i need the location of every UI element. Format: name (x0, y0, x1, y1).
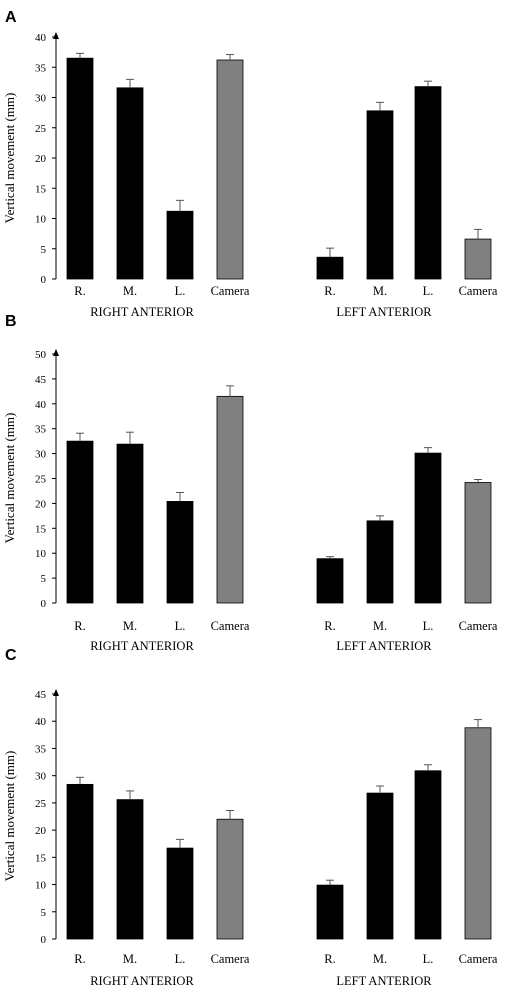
y-tick-label: 25 (35, 798, 47, 810)
electrode-bar (414, 770, 442, 940)
category-label: Camera (211, 619, 250, 633)
y-tick-label: 10 (35, 548, 47, 560)
camera-bar (464, 727, 492, 940)
y-tick-label: 20 (35, 498, 47, 510)
electrode-bar (414, 86, 442, 280)
category-label: M. (373, 952, 387, 966)
group-label: RIGHT ANTERIOR (90, 974, 194, 988)
y-tick-label: 10 (35, 880, 47, 892)
y-tick-label: 25 (35, 474, 47, 486)
y-tick-label: 30 (35, 93, 47, 105)
y-tick-label: 5 (41, 573, 47, 585)
camera-bar (216, 818, 244, 940)
category-label: Camera (211, 284, 250, 298)
electrode-bar (366, 110, 394, 280)
y-tick-label: 50 (35, 349, 47, 361)
category-label: L. (175, 284, 186, 298)
y-tick-label: 25 (35, 123, 47, 135)
category-label: R. (74, 619, 85, 633)
category-label: M. (123, 619, 137, 633)
y-tick-label: 0 (41, 598, 47, 610)
group-label: RIGHT ANTERIOR (90, 639, 194, 653)
y-axis-arrow (53, 349, 59, 356)
y-tick-label: 5 (41, 244, 47, 256)
electrode-bar (66, 440, 94, 604)
category-label: R. (324, 284, 335, 298)
electrode-bar (366, 520, 394, 604)
y-tick-label: 15 (35, 183, 47, 195)
y-tick-label: 5 (41, 907, 47, 919)
category-label: R. (74, 952, 85, 966)
camera-bar (216, 395, 244, 604)
y-tick-label: 40 (35, 32, 47, 44)
y-tick-label: 45 (35, 374, 47, 386)
category-label: L. (423, 619, 434, 633)
electrode-bar (66, 783, 94, 940)
electrode-bar (116, 799, 144, 940)
panel-letter: B (5, 313, 17, 330)
camera-bar (464, 482, 492, 604)
category-label: M. (123, 284, 137, 298)
y-tick-label: 20 (35, 825, 47, 837)
category-label: R. (324, 619, 335, 633)
camera-bar (464, 238, 492, 280)
electrode-bar (414, 452, 442, 604)
category-label: Camera (211, 952, 250, 966)
category-label: Camera (459, 952, 498, 966)
y-tick-label: 30 (35, 771, 47, 783)
electrode-bar (366, 792, 394, 940)
y-tick-label: 10 (35, 214, 47, 226)
y-tick-label: 30 (35, 449, 47, 461)
y-tick-label: 35 (35, 743, 47, 755)
electrode-bar (316, 884, 344, 940)
electrode-bar (166, 501, 194, 604)
group-label: RIGHT ANTERIOR (90, 305, 194, 319)
y-tick-label: 0 (41, 274, 47, 286)
y-tick-label: 40 (35, 399, 47, 411)
category-label: L. (423, 284, 434, 298)
category-label: Camera (459, 284, 498, 298)
y-axis-label: Vertical movement (mm) (2, 413, 17, 544)
y-axis-arrow (53, 689, 59, 696)
category-label: R. (74, 284, 85, 298)
electrode-bar (116, 443, 144, 604)
category-label: M. (373, 284, 387, 298)
y-tick-label: 35 (35, 424, 47, 436)
y-axis-arrow (53, 32, 59, 39)
y-tick-label: 15 (35, 852, 47, 864)
group-label: LEFT ANTERIOR (336, 974, 432, 988)
panel-letter: A (5, 9, 17, 26)
category-label: M. (373, 619, 387, 633)
category-label: L. (175, 952, 186, 966)
y-tick-label: 40 (35, 716, 47, 728)
group-label: LEFT ANTERIOR (336, 305, 432, 319)
electrode-bar (316, 256, 344, 280)
camera-bar (216, 59, 244, 280)
y-axis-label: Vertical movement (mm) (2, 751, 17, 882)
category-label: L. (175, 619, 186, 633)
electrode-bar (66, 57, 94, 280)
y-tick-label: 0 (41, 934, 47, 946)
category-label: M. (123, 952, 137, 966)
panel-letter: C (5, 647, 17, 664)
category-label: L. (423, 952, 434, 966)
y-tick-label: 15 (35, 523, 47, 535)
y-tick-label: 20 (35, 153, 47, 165)
electrode-bar (116, 87, 144, 280)
y-tick-label: 35 (35, 62, 47, 74)
electrode-bar (166, 210, 194, 280)
group-label: LEFT ANTERIOR (336, 639, 432, 653)
y-tick-label: 45 (35, 689, 47, 701)
electrode-bar (316, 558, 344, 604)
y-axis-label: Vertical movement (mm) (2, 93, 17, 224)
category-label: Camera (459, 619, 498, 633)
category-label: R. (324, 952, 335, 966)
electrode-bar (166, 847, 194, 940)
